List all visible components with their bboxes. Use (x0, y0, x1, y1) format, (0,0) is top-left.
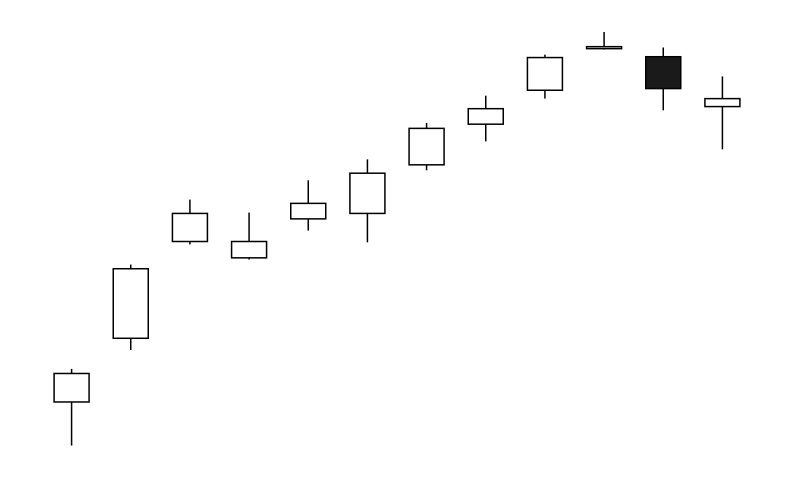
candle-12 (704, 76, 741, 150)
candle-body-bullish (290, 202, 327, 220)
candle-body-bullish (585, 45, 623, 50)
candle-body-bullish (171, 212, 209, 243)
candle-6 (349, 159, 386, 243)
candle-8 (467, 95, 504, 142)
candle-body-bullish (408, 127, 445, 166)
candle-11 (645, 47, 682, 111)
candle-5 (290, 180, 327, 231)
candle-10 (585, 32, 623, 50)
candle-body-bullish (467, 107, 504, 125)
candle-body-bullish (53, 372, 90, 403)
candles-layer (53, 32, 741, 446)
candle-1 (53, 368, 90, 446)
candle-9 (526, 54, 564, 99)
candle-4 (230, 212, 268, 260)
candle-body-bullish (526, 56, 564, 91)
candle-2 (112, 264, 149, 351)
candle-body-bullish (112, 267, 149, 340)
candle-body-bullish (349, 172, 386, 215)
candle-7 (408, 122, 445, 171)
candle-body-bullish (230, 240, 268, 259)
candle-3 (171, 199, 209, 245)
candle-body-bullish (704, 97, 741, 108)
candle-body-bearish (645, 55, 682, 90)
